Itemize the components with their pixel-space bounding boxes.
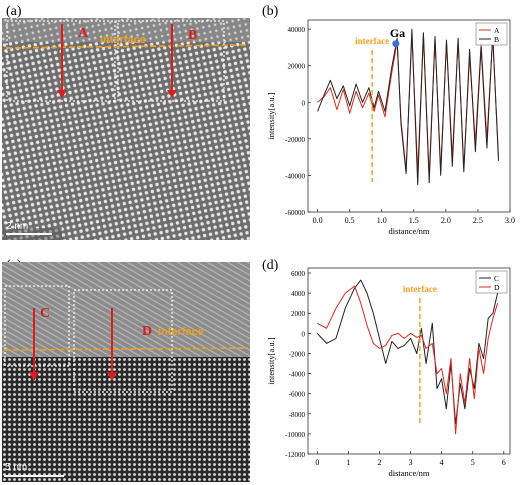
legend-label-b: B [494,35,499,44]
x-tick-label: 2.0 [441,216,451,225]
ga-annotation: Ga [390,26,405,40]
x-tick-label: 0.5 [345,216,355,225]
y-tick-label: -12000 [285,451,305,459]
y-axis-label: intensity[a.u.] [266,337,276,384]
scalebar-label-c: 5 nm [5,462,28,473]
region-label-a: A [78,26,89,41]
panel-a-label: (a) [6,4,22,19]
x-tick-label: 0 [315,458,319,467]
tem-image-a: A B interface 2 nm [2,18,250,240]
ga-marker [392,40,400,48]
panel-d-label: (d) [262,258,279,273]
region-box-c [4,285,70,367]
series-line-b [317,28,499,186]
y-tick-label: -8000 [289,411,306,419]
series-line-d [317,285,499,435]
y-tick-label: -60000 [285,209,305,217]
interface-label: interface [355,36,389,46]
y-tick-label: 40000 [288,26,306,34]
chart-b: 0.0 0.5 1.0 1.5 2.0 2.5 3.0 -60000 -40000 -20000 0… [262,14,518,250]
plot-frame [307,19,511,213]
x-tick-label: 1 [346,458,350,467]
interface-label-a: interface [100,34,146,46]
plot-frame [307,267,511,455]
y-tick-label: 0 [302,99,306,107]
region-label-b: B [188,28,198,43]
y-tick-label: 4000 [291,290,306,298]
y-tick-label: -40000 [285,172,305,180]
interface-line-c [3,347,249,351]
region-box-b [117,20,225,102]
x-tick-label: 3 [409,458,413,467]
interface-label: interface [403,284,437,294]
legend-box [475,22,508,46]
x-tick-label: 0.0 [313,216,323,225]
series-line-a [317,34,499,176]
x-tick-label: 4 [440,458,444,467]
y-tick-label: -20000 [285,136,305,144]
legend-label-d: D [494,283,500,292]
interface-label-c: interface [158,326,204,338]
x-tick-label: 1.5 [409,216,419,225]
region-label-c: C [40,306,51,321]
region-box-d [73,289,173,393]
y-tick-label: 0 [302,330,306,338]
x-axis-label: distance/nm [388,468,429,478]
legend-label-c: C [494,274,499,283]
y-tick-label: -6000 [289,391,306,399]
y-tick-label: 2000 [291,310,306,318]
x-tick-label: 6 [502,458,506,467]
y-tick-label: -10000 [285,431,305,439]
region-box-a [6,20,116,102]
x-tick-label: 2.5 [473,216,483,225]
interface-line-a [5,44,249,49]
x-axis-label: distance/nm [388,226,429,236]
x-tick-label: 2 [377,458,381,467]
x-tick-label: 5 [471,458,475,467]
legend-box [475,270,508,294]
region-label-d: D [142,324,153,339]
y-tick-label: -4000 [289,371,306,379]
x-tick-label: 1.0 [377,216,387,225]
legend-label-a: A [494,26,500,35]
y-axis-label: intensity[a.u.] [266,92,276,139]
scalebar-label-a: 2 nm [6,221,29,232]
y-tick-label: 20000 [288,63,306,71]
y-tick-label: -2000 [289,350,306,358]
chart-d: 0 1 2 3 4 5 6 -12000 -10000 -8000 -6000 -4000 -2000 0… [262,262,518,484]
series-line-c [316,279,499,425]
panel-b-label: (b) [262,4,279,19]
x-tick-label: 3.0 [505,216,515,225]
tem-image-c: C D interface 5 nm [2,262,250,482]
y-tick-label: 6000 [291,270,306,278]
